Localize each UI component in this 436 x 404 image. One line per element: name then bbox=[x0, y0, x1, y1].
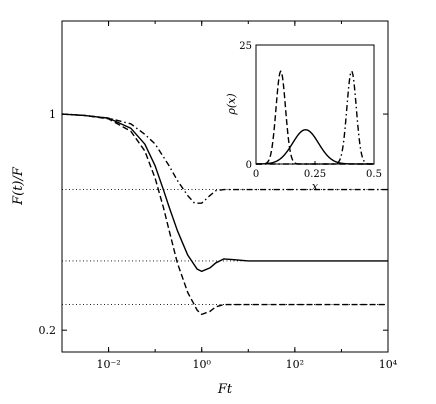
main-series-group bbox=[61, 113, 388, 316]
series-line-dashed bbox=[61, 113, 388, 316]
x-tick-label: 10⁻² bbox=[96, 358, 120, 371]
x-tick-label: 10⁴ bbox=[379, 358, 398, 371]
reference-lines bbox=[62, 189, 388, 305]
x-axis-label: Ft bbox=[217, 382, 233, 397]
inset-x-tick-label: 0 bbox=[253, 169, 259, 180]
inset-x-axis-label: x bbox=[312, 180, 319, 193]
inset-ticks: 0 0.25 0.5 0 25 bbox=[239, 41, 382, 180]
y-tick-label: 1 bbox=[49, 108, 56, 121]
y-axis-label: F(t)/F bbox=[11, 166, 26, 206]
inset-x-tick-label: 0.25 bbox=[304, 169, 326, 180]
inset-x-tick-label: 0.5 bbox=[366, 169, 382, 180]
series-line-dashdot bbox=[61, 113, 388, 204]
inset-y-tick-label: 0 bbox=[246, 160, 252, 171]
series-line-solid bbox=[61, 113, 388, 273]
inset-y-tick-label: 25 bbox=[239, 41, 252, 52]
y-tick-label: 0.2 bbox=[39, 324, 57, 337]
inset-plot-frame bbox=[255, 44, 375, 165]
inset-y-axis-label: ρ(x) bbox=[225, 93, 238, 115]
main-plot-frame bbox=[61, 20, 389, 353]
x-tick-label: 10² bbox=[286, 358, 304, 371]
x-tick-label: 10⁰ bbox=[193, 358, 212, 371]
main-ticks: 10⁻² 10⁰ 10² 10⁴ 0.2 1 bbox=[39, 21, 398, 371]
